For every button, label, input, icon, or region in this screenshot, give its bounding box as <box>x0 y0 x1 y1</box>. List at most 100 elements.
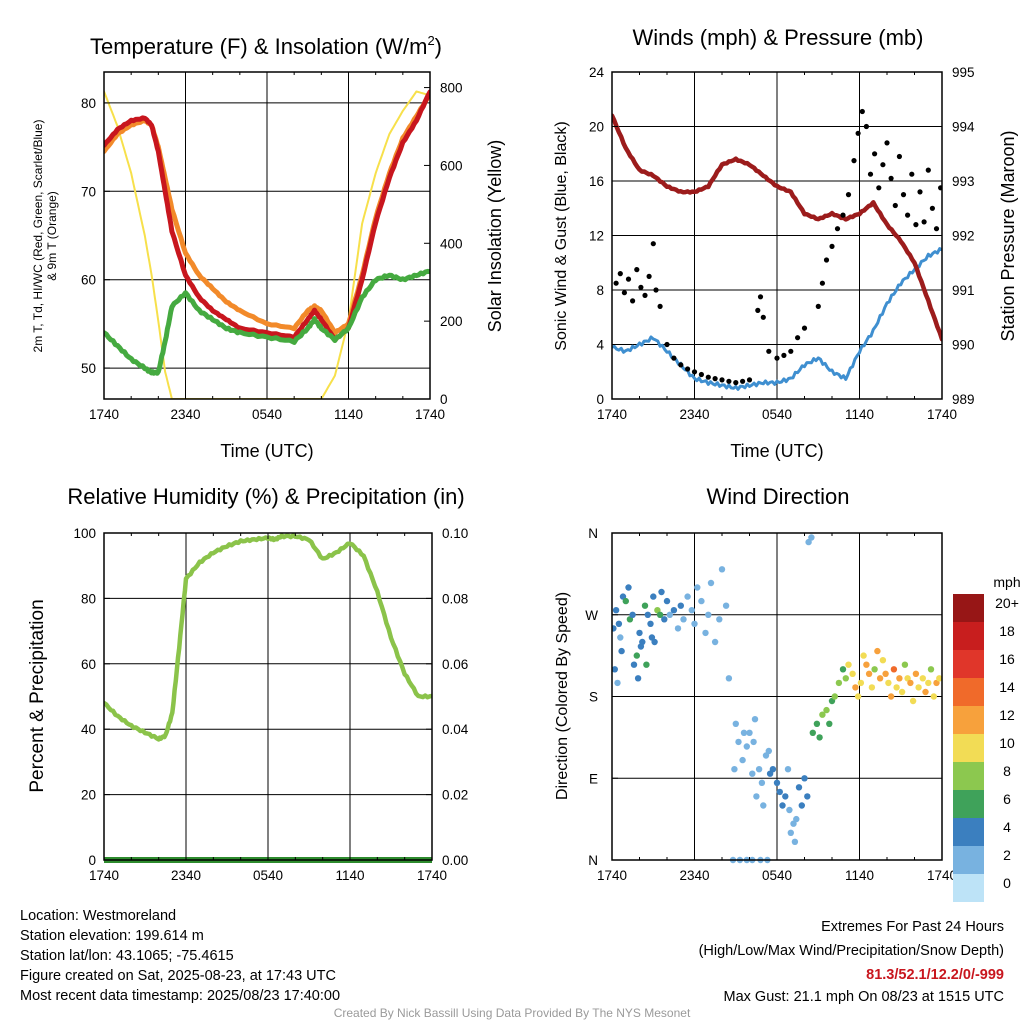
gust-point <box>638 284 644 290</box>
gust-point <box>888 175 894 181</box>
wind-direction-point <box>739 756 746 764</box>
wind-direction-point <box>786 806 793 814</box>
winds-xlabel: Time (UTC) <box>730 441 823 461</box>
wind-direction-points <box>612 534 942 864</box>
winds-xtick-label: 0540 <box>762 407 792 422</box>
temperature-xtick-label: 1740 <box>415 407 445 422</box>
temperature-panel: Temperature (F) & Insolation (W/m2) 1740… <box>31 33 505 461</box>
wind-direction-point <box>644 611 651 618</box>
wind-direction-point <box>677 602 684 609</box>
humidity-ytick-label: 40 <box>81 722 96 737</box>
wind-direction-point <box>634 675 642 682</box>
wind-direction-point <box>782 793 789 800</box>
gust-point <box>691 369 698 375</box>
gust-point <box>788 348 794 354</box>
colorbar-swatch <box>953 790 984 818</box>
gust-point <box>880 162 886 168</box>
gust-point <box>884 140 890 146</box>
wind-direction-xtick-label: 2340 <box>679 868 709 883</box>
wind-direction-point <box>740 729 748 736</box>
wind-direction-point <box>651 638 658 646</box>
wind-direction-point <box>890 666 898 673</box>
colorbar-swatch <box>953 874 984 902</box>
gust-point <box>653 287 659 293</box>
colorbar-label: 6 <box>1003 791 1011 807</box>
gust-point <box>917 189 923 195</box>
wind-direction-point <box>769 766 777 773</box>
wind-direction-point <box>868 684 876 691</box>
wind-direction-point <box>725 675 733 682</box>
wind-direction-point <box>765 747 772 755</box>
temperature-xtick-label: 0540 <box>252 407 282 422</box>
credit-line: Created By Nick Bassill Using Data Provi… <box>333 1006 691 1020</box>
gust-point <box>863 123 870 130</box>
wind-direction-ytick-label: S <box>589 690 598 705</box>
wind-direction-point <box>857 679 865 687</box>
humidity-axes: 1740 2340 0540 1140 17400204060801000.000.02… <box>73 526 468 883</box>
winds-ytick-label: 20 <box>589 120 604 135</box>
wind-direction-point <box>819 711 826 718</box>
humidity-ytick-label: 20 <box>81 788 96 803</box>
temperature-line-2m-t <box>104 89 430 343</box>
wind-direction-point <box>755 766 763 773</box>
wind-direction-xtick-label: 0540 <box>762 868 792 883</box>
winds-panel-title: Winds (mph) & Pressure (mb) <box>633 25 924 50</box>
wind-direction-point <box>826 720 833 727</box>
winds-y2tick-label: 993 <box>952 174 975 189</box>
winds-panel: Winds (mph) & Pressure (mb) 1740 2340 0540… <box>553 25 1018 461</box>
wind-direction-point <box>711 638 719 646</box>
gust-point <box>625 276 632 282</box>
gust-point <box>617 271 623 277</box>
wind-direction-point <box>666 611 673 618</box>
gust-point <box>671 355 677 361</box>
humidity-grid <box>104 533 432 860</box>
wind-direction-point <box>865 670 873 677</box>
wind-direction-xtick-label: 1740 <box>927 868 957 883</box>
wind-direction-point <box>904 675 911 682</box>
wind-direction-point <box>930 693 937 700</box>
wind-direction-point <box>919 675 926 682</box>
humidity-panel-title: Relative Humidity (%) & Precipitation (i… <box>67 484 464 509</box>
wind-direction-point <box>896 675 903 682</box>
gust-point <box>646 273 652 279</box>
wind-direction-point <box>831 693 838 700</box>
gust-point <box>855 130 861 136</box>
wind-direction-point <box>694 584 701 591</box>
wind-direction-point <box>791 838 799 845</box>
wind-direction-point <box>650 593 657 600</box>
wind-direction-point <box>750 738 757 746</box>
wind-direction-point <box>622 597 629 605</box>
humidity-ytick-label: 0 <box>88 853 96 868</box>
wind-direction-point <box>760 802 767 809</box>
wind-direction-ytick-label: N <box>588 526 598 541</box>
wind-direction-point <box>732 720 739 727</box>
winds-y2tick-label: 989 <box>952 392 975 407</box>
temperature-ytick-label: 60 <box>81 273 96 288</box>
wind-direction-point <box>790 820 797 827</box>
wind-direction-point <box>816 734 823 741</box>
winds-ytick-label: 4 <box>596 338 604 353</box>
wind-direction-point <box>656 611 664 618</box>
wind-direction-point <box>684 593 691 600</box>
winds-ytick-label: 12 <box>589 229 604 244</box>
gust-point <box>664 341 670 348</box>
wind-direction-point <box>915 684 922 691</box>
gust-point <box>705 374 711 380</box>
info-created: Figure created on Sat, 2025-08-23, at 17… <box>20 968 336 984</box>
winds-y2tick-label: 995 <box>952 65 975 80</box>
wind-direction-point <box>776 788 783 796</box>
gust-point <box>650 241 656 247</box>
wind-direction-point <box>637 643 645 650</box>
winds-grid <box>612 72 942 399</box>
wind-direction-point <box>731 766 738 773</box>
wind-direction-point <box>735 738 742 746</box>
gust-point <box>630 298 636 304</box>
wind-direction-point <box>871 666 878 673</box>
colorbar-swatch <box>953 818 984 846</box>
humidity-xtick-label: 1740 <box>417 868 447 883</box>
wind-direction-xtick-label: 1740 <box>597 868 627 883</box>
wind-direction-point <box>809 729 816 736</box>
wind-direction-panel: Wind Direction 1740 2340 0540 1140 1740NESWN… <box>554 484 1021 902</box>
colorbar-swatch <box>953 734 984 762</box>
temperature-grid <box>104 72 430 399</box>
